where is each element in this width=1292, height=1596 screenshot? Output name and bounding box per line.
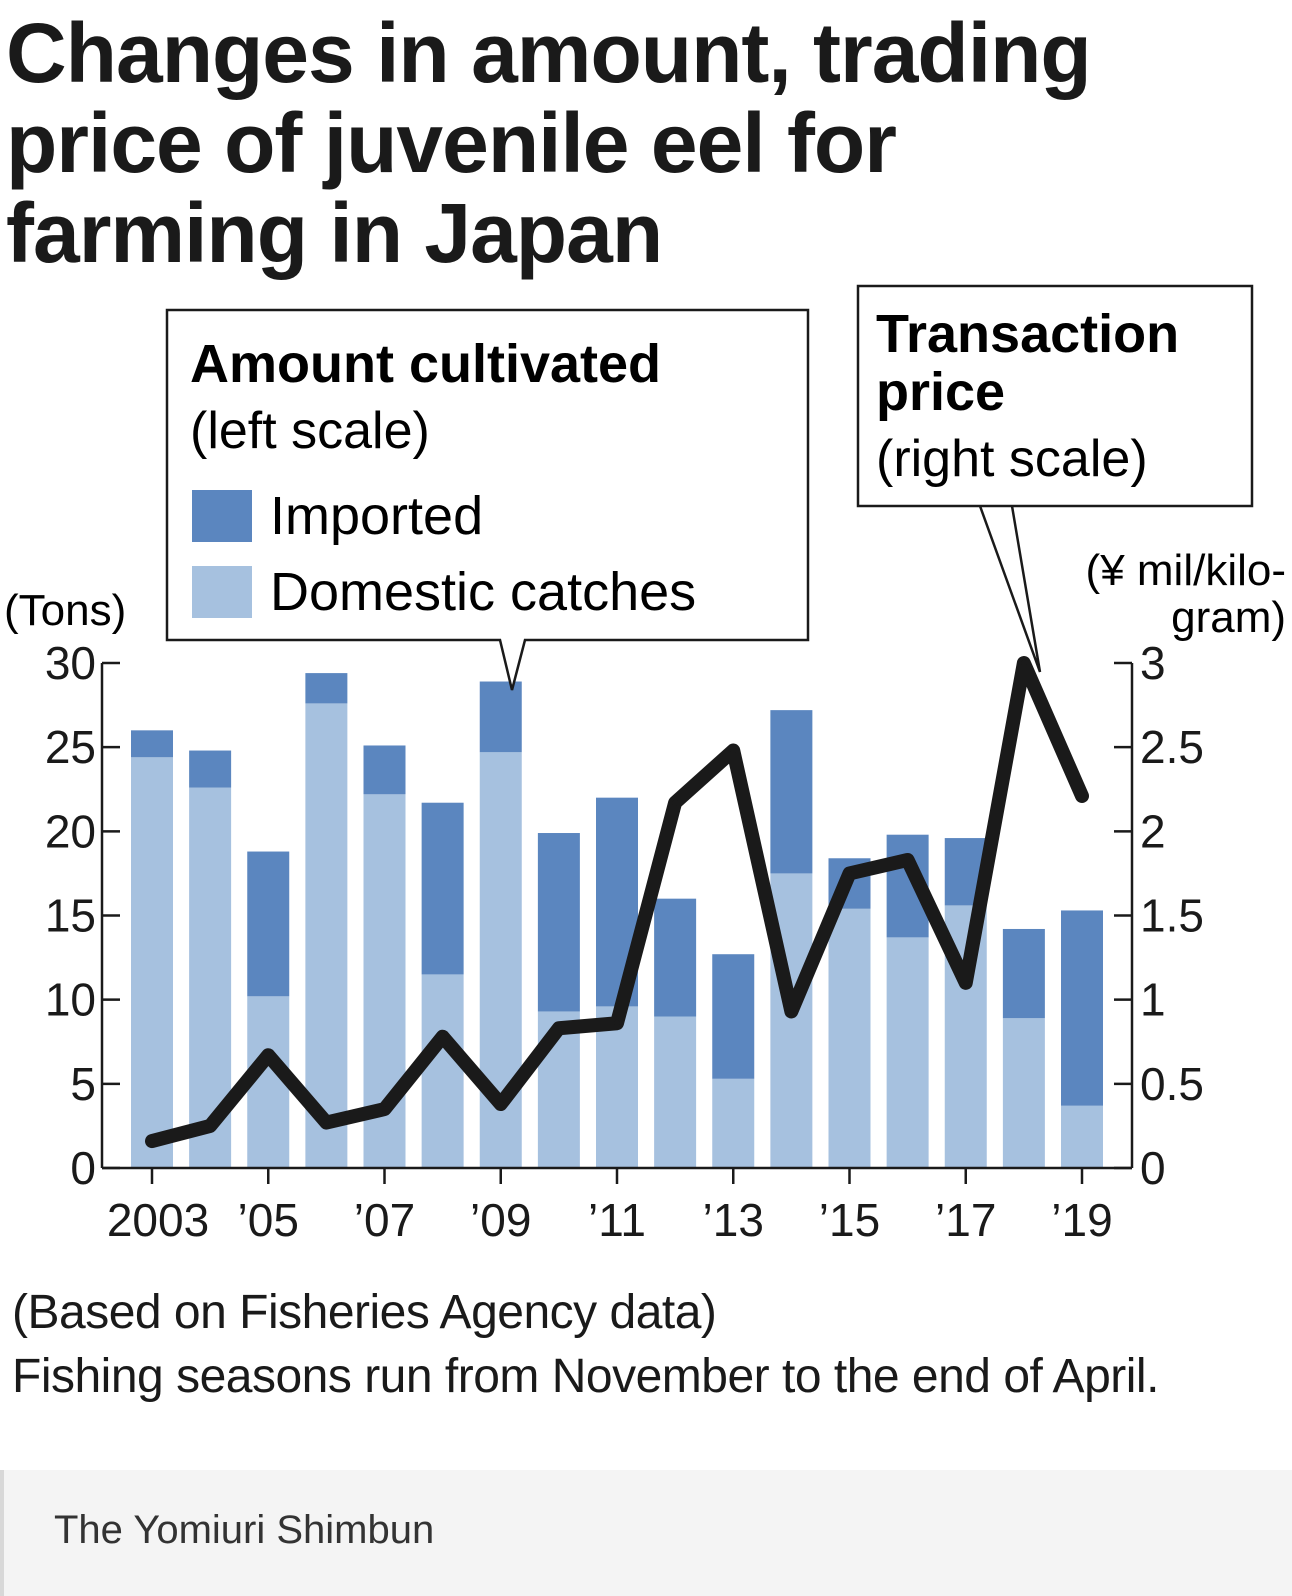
bar-domestic — [131, 757, 173, 1168]
price-point — [149, 1138, 155, 1145]
season-note: Fishing seasons run from November to the… — [12, 1350, 1159, 1403]
bar-imported — [537, 833, 580, 1012]
amount-legend-title: Amount cultivated — [190, 334, 661, 394]
imported-swatch — [192, 490, 252, 542]
bar-imported — [131, 730, 173, 758]
bar-imported — [189, 750, 232, 788]
domestic-label: Domestic catches — [270, 562, 696, 622]
left-tick-label: 15 — [45, 890, 96, 942]
price-point — [323, 1119, 330, 1126]
left-tick-label: 10 — [45, 974, 96, 1026]
x-tick-label: ’05 — [238, 1194, 299, 1246]
bar-imported — [712, 954, 755, 1079]
title-line: price of juvenile eel for — [6, 96, 897, 190]
bar-imported — [654, 898, 697, 1017]
right-axis-unit-line-2: gram) — [1171, 593, 1286, 642]
bar-domestic — [654, 1016, 697, 1168]
price-legend-title-1: Transaction — [876, 304, 1179, 364]
axes-layer: 0 5 10 15 20 25 30 0 0.5 1 1.5 2 2.5 3 2003 ’05 ’07 ’09 ’1… — [45, 637, 1204, 1246]
x-tick-label: ’07 — [354, 1194, 415, 1246]
price-point — [730, 747, 737, 754]
bar-domestic — [305, 703, 348, 1168]
bar-imported — [305, 673, 348, 704]
x-tick-label: ’19 — [1051, 1194, 1112, 1246]
price-legend-title-2: price — [876, 362, 1005, 422]
imported-label: Imported — [270, 486, 483, 546]
price-point — [846, 870, 853, 877]
chart-canvas: 0 5 10 15 20 25 30 0 0.5 1 1.5 2 2.5 3 2003 ’05 ’07 ’09 ’1… — [4, 284, 1286, 1246]
right-tick-label: 0.5 — [1140, 1058, 1204, 1110]
bar-imported — [247, 851, 290, 997]
bar-domestic — [596, 1006, 638, 1168]
price-point — [1020, 660, 1027, 666]
right-tick-label: 2 — [1140, 805, 1166, 857]
left-tick-label: 30 — [45, 637, 96, 689]
price-legend-pointer — [978, 505, 1042, 673]
amount-legend-scale: (left scale) — [190, 402, 430, 460]
bar-imported — [770, 710, 813, 874]
left-tick-label: 25 — [45, 721, 96, 773]
left-axis-unit: (Tons) — [4, 586, 126, 635]
source-note: (Based on Fisheries Agency data) — [12, 1286, 717, 1339]
chart-title: Changes in amount, trading price of juve… — [6, 8, 1276, 278]
title-line: Changes in amount, trading — [6, 6, 1092, 100]
price-point — [381, 1106, 388, 1113]
left-tick-label: 0 — [70, 1142, 96, 1194]
right-tick-label: 1 — [1140, 974, 1166, 1026]
x-tick-label: ’11 — [588, 1194, 646, 1246]
price-point — [207, 1122, 214, 1129]
price-point — [1079, 792, 1085, 799]
x-tick-label: ’13 — [703, 1194, 764, 1246]
bar-imported — [479, 681, 522, 753]
price-point — [962, 979, 969, 986]
x-tick-label: ’17 — [935, 1194, 996, 1246]
right-tick-label: 0 — [1140, 1142, 1166, 1194]
x-tick-label: ’15 — [819, 1194, 880, 1246]
bars-layer — [131, 673, 1103, 1168]
x-tick-label: ’09 — [470, 1194, 531, 1246]
x-tick-label: 2003 — [107, 1194, 209, 1246]
left-tick-label: 20 — [45, 805, 96, 857]
domestic-swatch — [192, 566, 252, 618]
bar-domestic — [1002, 1018, 1045, 1168]
bar-domestic — [1061, 1105, 1103, 1168]
price-legend: Transaction price (right scale) — [856, 284, 1254, 673]
right-tick-label: 1.5 — [1140, 890, 1204, 942]
bar-domestic — [828, 908, 871, 1168]
footer-bar: The Yomiuri Shimbun — [0, 1470, 1292, 1596]
bar-domestic — [421, 974, 464, 1168]
left-tick-label: 5 — [70, 1058, 96, 1110]
price-point — [439, 1033, 446, 1040]
right-tick-label: 2.5 — [1140, 721, 1204, 773]
price-legend-scale: (right scale) — [876, 430, 1148, 488]
price-point — [497, 1101, 504, 1108]
bar-imported — [363, 745, 406, 795]
bar-imported — [1061, 910, 1103, 1106]
title-line: farming in Japan — [6, 186, 663, 280]
bar-domestic — [886, 937, 929, 1168]
price-point — [265, 1052, 272, 1059]
price-line-layer — [145, 656, 1089, 1149]
price-point — [788, 1008, 795, 1015]
price-point — [904, 856, 911, 863]
price-point — [614, 1020, 620, 1027]
right-axis-unit-line-1: (¥ mil/kilo- — [1086, 546, 1286, 595]
bar-domestic — [712, 1078, 755, 1168]
right-tick-label: 3 — [1140, 637, 1166, 689]
price-point — [555, 1025, 562, 1032]
publisher-credit: The Yomiuri Shimbun — [54, 1508, 435, 1552]
amount-legend: Amount cultivated (left scale) Imported … — [165, 308, 810, 691]
price-point — [672, 799, 679, 806]
bar-imported — [421, 802, 464, 975]
bar-imported — [1002, 928, 1045, 1019]
